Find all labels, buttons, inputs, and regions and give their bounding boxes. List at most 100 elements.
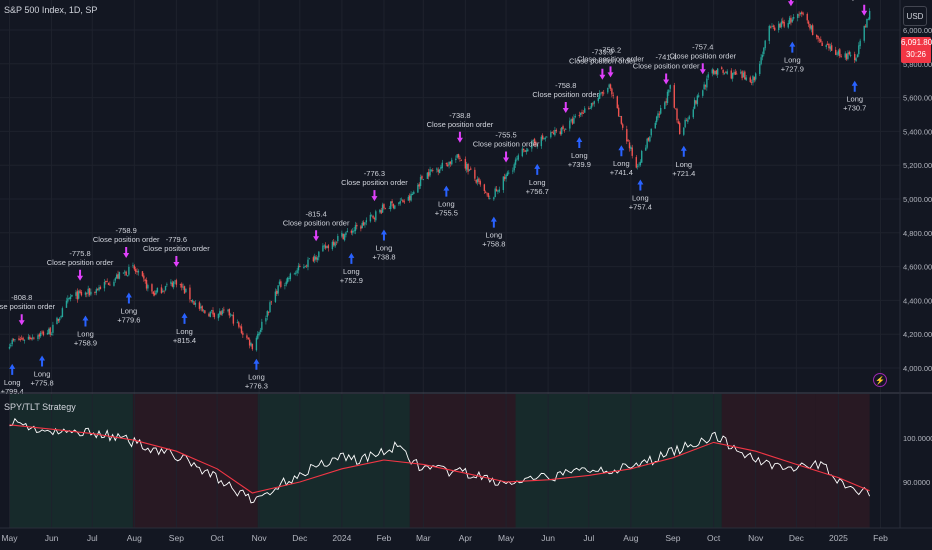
candle-body	[685, 120, 688, 122]
candle-body	[229, 314, 232, 316]
time-tick-label: Nov	[252, 533, 268, 543]
candle-body	[33, 337, 35, 339]
candle-body	[712, 69, 715, 74]
candle-body	[418, 184, 420, 187]
candle-body	[856, 54, 859, 58]
candle-body	[830, 45, 833, 51]
candle-body	[248, 339, 251, 346]
candle-body	[193, 301, 195, 305]
long-label: Long	[34, 369, 51, 378]
candle-body	[768, 25, 770, 41]
price-tick-label: 4,800.00	[903, 229, 932, 238]
long-pnl: +730.7	[843, 104, 866, 113]
lightning-icon[interactable]: ⚡	[873, 373, 887, 387]
candle-body	[286, 277, 289, 283]
candle-body	[430, 170, 433, 171]
candle-body	[27, 336, 30, 340]
long-arrow	[380, 229, 387, 241]
candle-body	[356, 224, 358, 227]
close-pnl: -739.9	[592, 48, 613, 57]
candle-body	[721, 67, 723, 70]
long-arrow	[9, 363, 16, 375]
candle-body	[474, 169, 476, 179]
candle-body	[679, 122, 681, 135]
candle-body	[69, 296, 72, 300]
candle-body	[99, 286, 102, 290]
close-label: Close position order	[633, 61, 700, 70]
candle-body	[134, 269, 137, 272]
currency-button[interactable]: USD	[903, 6, 927, 26]
candle-body	[535, 142, 537, 146]
candle-body	[323, 245, 325, 247]
candle-body	[106, 281, 108, 283]
candle-body	[419, 177, 422, 187]
candle-body	[847, 52, 849, 59]
close-arrow	[18, 314, 25, 326]
candle-body	[19, 339, 22, 340]
candle-body	[141, 271, 144, 277]
candle-body	[467, 164, 469, 172]
time-tick-label: Apr	[459, 533, 472, 543]
trade-markers: Long+799.4Long+775.8Long+758.9Long+779.6…	[0, 0, 898, 396]
candle-body	[75, 292, 77, 296]
candle-body	[707, 74, 709, 78]
price-tick-label: 5,200.00	[903, 161, 932, 170]
candle-body	[447, 164, 449, 167]
candle-body	[486, 193, 488, 195]
candle-body	[87, 288, 89, 294]
long-label: Long	[632, 194, 649, 203]
candle-body	[532, 140, 534, 141]
candle-body	[478, 178, 480, 182]
price-tick-label: 6,000.00	[903, 26, 932, 35]
indicator-tick-label: 90.0000	[903, 478, 930, 487]
candle-body	[373, 218, 376, 220]
candle-body	[409, 195, 411, 201]
candle-body	[517, 155, 519, 160]
candle-body	[297, 265, 300, 271]
candle-body	[619, 116, 621, 117]
candle-body	[749, 77, 751, 83]
candle-body	[611, 88, 613, 95]
candle-body	[71, 294, 73, 297]
candle-body	[763, 47, 765, 55]
candle-body	[516, 158, 518, 160]
regime-band	[132, 394, 258, 528]
candle-body	[764, 40, 766, 49]
candle-body	[240, 326, 243, 334]
candle-body	[31, 337, 34, 339]
candle-body	[118, 272, 121, 279]
candle-body	[189, 287, 191, 300]
candle-body	[145, 280, 148, 289]
ratio-line	[9, 417, 871, 504]
candle-body	[410, 193, 412, 201]
candle-body	[236, 322, 239, 324]
candle-body	[684, 119, 686, 128]
candle-body	[451, 159, 453, 165]
candle-body	[429, 169, 431, 176]
candle-body	[407, 196, 410, 201]
candle-body	[645, 147, 647, 151]
price-tick-label: 5,600.00	[903, 94, 932, 103]
candle-body	[741, 71, 743, 79]
candle-body	[426, 172, 429, 179]
candle-body	[448, 161, 450, 166]
indicator-legend[interactable]: SPY/TLT Strategy	[4, 402, 76, 412]
candle-body	[255, 337, 258, 351]
long-label: Long	[4, 378, 21, 387]
candle-body	[754, 73, 757, 80]
candle-body	[466, 163, 468, 170]
candle-body	[638, 164, 640, 166]
candle-body	[384, 208, 387, 210]
close-label: Close position order	[473, 140, 540, 149]
candle-body	[210, 309, 213, 311]
candle-body	[164, 286, 167, 291]
symbol-legend[interactable]: S&P 500 Index, 1D, SP	[4, 5, 98, 15]
close-arrow	[599, 68, 606, 80]
candle-body	[630, 146, 632, 150]
candle-body	[806, 13, 808, 21]
candle-body	[646, 138, 648, 148]
candle-body	[166, 284, 168, 286]
candle-body	[476, 179, 479, 183]
candle-body	[735, 73, 738, 75]
